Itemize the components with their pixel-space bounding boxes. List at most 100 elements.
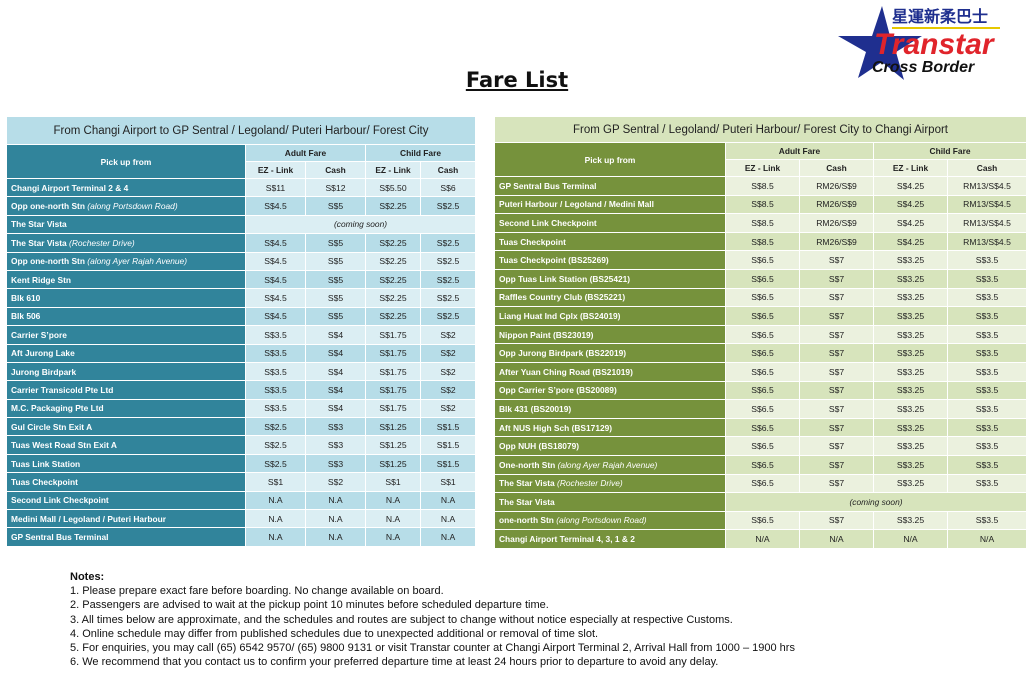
table-row: Aft Jurong Lake S$3.5 S$4 S$1.75 S$2 [6, 343, 477, 363]
table-row: Medini Mall / Legoland / Puteri Harbour N… [6, 509, 477, 529]
child-cash-fare: RM13/S$4.5 [946, 213, 1028, 233]
note-item: 6. We recommend that you contact us to c… [70, 656, 719, 669]
adult-ez-link-fare: S$6.5 [725, 250, 800, 270]
child-ez-link-fare: S$2.25 [365, 233, 421, 253]
pickup-point-cell: GP Sentral Bus Terminal [494, 176, 726, 196]
adult-cash-fare: S$4 [305, 380, 366, 400]
table-row: Kent Ridge Stn S$4.5 S$5 S$2.25 S$2.5 [6, 269, 477, 290]
pickup-point-name: Opp one-north Stn [11, 256, 88, 267]
adult-cash-fare: S$7 [799, 343, 874, 363]
pickup-point-cell: Carrier S’pore [6, 325, 246, 345]
adult-ez-link-fare: S$3.5 [245, 343, 306, 363]
table-row: Blk 431 (BS20019) S$6.5 S$7 S$3.25 S$3.5 [494, 399, 1028, 419]
ez-link-header: EZ - Link [725, 159, 800, 177]
pickup-point-cell: The Star Vista (Rochester Drive) [6, 233, 246, 253]
child-cash-fare: S$3.5 [946, 361, 1028, 382]
pickup-point-name: Carrier Transicold Pte Ltd [11, 384, 114, 395]
child-ez-link-fare: S$3.25 [873, 436, 948, 456]
pickup-point-detail: (along Portsdown Road) [87, 201, 178, 212]
pickup-point-cell: Liang Huat Ind Cplx (BS24019) [494, 306, 726, 326]
child-cash-fare: S$2 [419, 325, 477, 345]
adult-ez-link-fare: S$6.5 [725, 324, 800, 345]
child-cash-fare: S$3.5 [946, 510, 1028, 531]
table-row: GP Sentral Bus Terminal N.A N.A N.A N.A [6, 527, 477, 547]
child-cash-fare: S$3.5 [946, 343, 1028, 363]
table-row: Puteri Harbour / Legoland / Medini Mall S… [494, 194, 1028, 215]
note-item: 2. Passengers are advised to wait at the… [70, 599, 549, 612]
adult-ez-link-fare: S$8.5 [725, 231, 800, 252]
child-cash-fare: S$3.5 [946, 250, 1028, 270]
child-fare-header: Child Fare [872, 142, 1028, 160]
adult-cash-fare: S$4 [305, 361, 366, 382]
table-row: Tuas Checkpoint (BS25269) S$6.5 S$7 S$3.25 S… [494, 250, 1028, 270]
table-row: GP Sentral Bus Terminal S$8.5 RM26/S$9 S$4.… [494, 176, 1028, 196]
adult-cash-fare: S$4 [305, 343, 366, 363]
child-ez-link-fare: S$3.25 [873, 399, 948, 419]
table-row: Liang Huat Ind Cplx (BS24019) S$6.5 S$7 S$3… [494, 306, 1028, 326]
adult-ez-link-fare: S$6.5 [725, 473, 800, 494]
adult-ez-link-fare: S$6.5 [725, 306, 800, 326]
child-ez-link-fare: S$2.25 [365, 251, 421, 271]
adult-cash-fare: S$7 [799, 306, 874, 326]
pickup-point-cell: Tuas Checkpoint (BS25269) [494, 250, 726, 270]
child-ez-link-fare: S$3.25 [873, 380, 948, 401]
adult-cash-fare: S$5 [305, 288, 366, 308]
child-ez-link-fare: S$1.25 [365, 417, 421, 437]
table-row: Nippon Paint (BS23019) S$6.5 S$7 S$3.25 S$3.… [494, 324, 1028, 345]
pickup-point-name: Kent Ridge Stn [11, 274, 72, 285]
pickup-point-name: GP Sentral Bus Terminal [499, 180, 597, 191]
child-cash-fare: S$6 [419, 177, 477, 198]
adult-cash-fare: S$3 [305, 417, 366, 437]
table-row: The Star Vista (coming soon) [6, 214, 477, 235]
pickup-point-name: Tuas Checkpoint (BS25269) [499, 255, 609, 266]
child-ez-link-fare: S$3.25 [873, 287, 948, 308]
pickup-point-cell: Tuas West Road Stn Exit A [6, 435, 246, 455]
adult-ez-link-fare: S$6.5 [725, 417, 800, 438]
adult-cash-fare: S$7 [799, 287, 874, 308]
child-ez-link-fare: S$1 [365, 472, 421, 492]
child-ez-link-fare: S$2.25 [365, 269, 421, 290]
pickup-point-detail: (Rochester Drive) [557, 478, 623, 489]
adult-ez-link-fare: N.A [245, 509, 306, 529]
child-ez-link-fare: S$3.25 [873, 250, 948, 270]
adult-cash-fare: RM26/S$9 [799, 176, 874, 196]
adult-ez-link-fare: S$6.5 [725, 380, 800, 401]
table-row: Opp one-north Stn (along Portsdown Road)… [6, 196, 477, 216]
child-cash-fare: S$3.5 [946, 454, 1028, 475]
pickup-point-cell: Blk 431 (BS20019) [494, 399, 726, 419]
pickup-point-cell: Opp one-north Stn (along Ayer Rajah Aven… [6, 251, 246, 271]
pickup-point-name: GP Sentral Bus Terminal [11, 532, 109, 543]
pickup-point-cell: M.C. Packaging Pte Ltd [6, 398, 246, 419]
pickup-point-cell: Nippon Paint (BS23019) [494, 324, 726, 345]
child-ez-link-fare: N.A [365, 509, 421, 529]
child-cash-fare: RM13/S$4.5 [946, 194, 1028, 215]
pickup-point-name: Medini Mall / Legoland / Puteri Harbour [11, 513, 166, 524]
child-cash-fare: S$2.5 [419, 196, 477, 216]
pickup-point-name: Raffles Country Club (BS25221) [499, 292, 626, 303]
child-cash-fare: RM13/S$4.5 [946, 231, 1028, 252]
adult-cash-fare: S$7 [799, 473, 874, 494]
pickup-point-name: The Star Vista [499, 478, 558, 489]
child-ez-link-fare: S$3.25 [873, 268, 948, 289]
table-row: Changi Airport Terminal 4, 3, 1 & 2 N/A N/… [494, 529, 1028, 549]
note-item: 1. Please prepare exact fare before boar… [70, 585, 444, 598]
adult-cash-fare: S$7 [799, 361, 874, 382]
child-ez-link-fare: S$3.25 [873, 306, 948, 326]
table-row: Tuas Checkpoint S$8.5 RM26/S$9 S$4.25 RM13/S… [494, 231, 1028, 252]
adult-cash-fare: RM26/S$9 [799, 231, 874, 252]
pickup-point-name: Opp NUH (BS18079) [499, 441, 580, 452]
notes-section: Notes: 1. Please prepare exact fare befo… [70, 570, 795, 669]
adult-ez-link-fare: S$4.5 [245, 288, 306, 308]
child-cash-fare: N.A [419, 490, 477, 511]
adult-ez-link-fare: S$6.5 [725, 454, 800, 475]
cash-header: Cash [799, 159, 874, 177]
adult-cash-fare: S$7 [799, 250, 874, 270]
adult-ez-link-fare: S$8.5 [725, 213, 800, 233]
adult-cash-fare: RM26/S$9 [799, 194, 874, 215]
pickup-point-cell: The Star Vista [494, 492, 726, 512]
pickup-point-cell: Tuas Checkpoint [494, 231, 726, 252]
child-cash-fare: S$2.5 [419, 288, 477, 308]
adult-cash-fare: N/A [799, 529, 874, 549]
pickup-point-cell: Medini Mall / Legoland / Puteri Harbour [6, 509, 246, 529]
pickup-point-name: Tuas Link Station [11, 458, 81, 469]
